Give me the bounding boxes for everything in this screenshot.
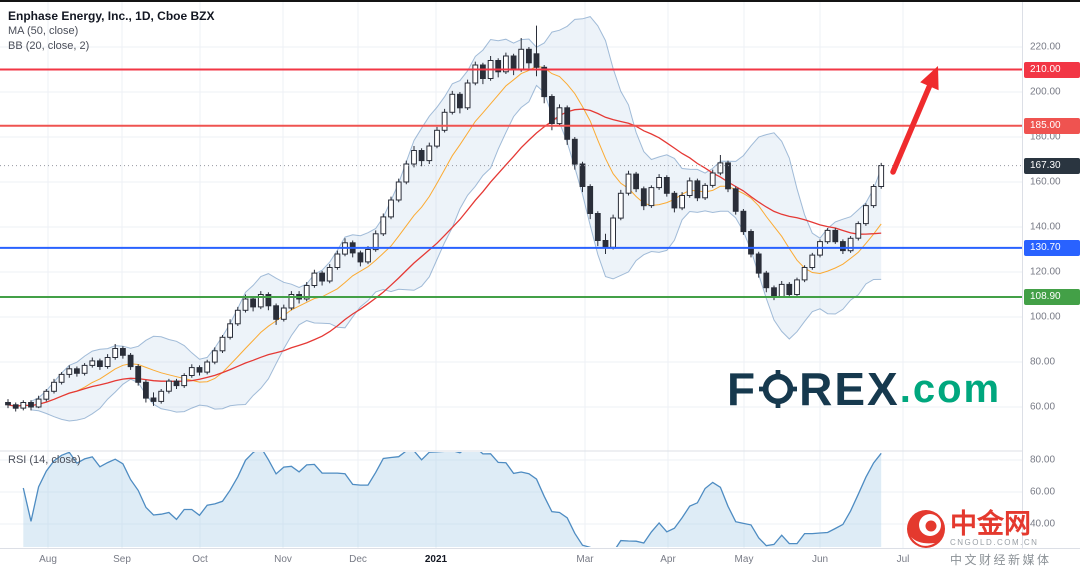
time-axis[interactable]: Aug Sep Oct Nov Dec 2021 Mar Apr May Jun Jul (0, 548, 1080, 573)
cngold-watermark: 中金网 CNGOLD.COM.CN 中文财经新媒体 (906, 509, 1074, 571)
rsi-tick-label: 40.00 (1030, 518, 1056, 530)
time-label: May (734, 554, 754, 565)
price-tick-label: 80.00 (1030, 356, 1056, 368)
time-label: Dec (349, 554, 367, 565)
price-tick-label: 140.00 (1030, 221, 1061, 233)
level-lines (0, 68, 1022, 298)
price-axis[interactable]: 220.00 200.00 180.00 160.00 140.00 120.00 100.… (1022, 2, 1080, 548)
price-tick-label: 100.00 (1030, 311, 1061, 323)
price-tick-label: 200.00 (1030, 86, 1061, 98)
time-label: 2021 (424, 554, 448, 565)
forex-watermark: F REX .com (727, 362, 1001, 416)
time-label: Sep (113, 554, 131, 565)
trend-arrow[interactable] (890, 66, 939, 175)
price-tick-label: 120.00 (1030, 266, 1061, 278)
rsi-tick-label: 80.00 (1030, 454, 1056, 466)
time-label: Jun (811, 554, 829, 565)
grid-lines (0, 2, 1022, 548)
ma-legend[interactable]: MA (50, close) (8, 25, 79, 37)
rsi-tick-label: 60.00 (1030, 486, 1056, 498)
time-label: Mar (576, 554, 594, 565)
forex-o-icon (759, 370, 798, 408)
time-label: Nov (274, 554, 292, 565)
price-level-badge: 185.00 (1024, 117, 1080, 134)
cngold-name: 中金网 (950, 509, 1031, 539)
bollinger-band (30, 16, 882, 422)
rsi-legend[interactable]: RSI (14, close) (8, 454, 81, 466)
time-label: Jul (896, 554, 910, 565)
symbol-legend[interactable]: Enphase Energy, Inc., 1D, Cboe BZX (8, 9, 215, 23)
time-label: Oct (192, 554, 208, 565)
cngold-logo-icon (907, 510, 945, 548)
price-tick-label: 160.00 (1030, 176, 1061, 188)
rsi-plot (22, 452, 882, 547)
cngold-tagline: 中文财经新媒体 (950, 553, 1052, 567)
price-level-badge: 210.00 (1024, 61, 1080, 78)
forex-text-f: F (727, 363, 758, 415)
chart-legend: Enphase Energy, Inc., 1D, Cboe BZX MA (5… (8, 8, 215, 54)
time-label: Aug (39, 554, 57, 565)
price-tick-label: 180.00 (1030, 131, 1061, 143)
price-level-badge: 108.90 (1024, 288, 1080, 305)
forex-text-rex: REX (799, 363, 900, 415)
forex-text-com: .com (899, 366, 1002, 411)
cngold-domain: CNGOLD.COM.CN (950, 538, 1039, 547)
price-level-badge: 130.70 (1024, 239, 1080, 256)
time-label: Apr (660, 554, 676, 565)
bb-legend[interactable]: BB (20, close, 2) (8, 40, 90, 52)
price-tick-label: 60.00 (1030, 401, 1056, 413)
price-tick-label: 220.00 (1030, 41, 1061, 53)
last-price-badge: 167.30 (1024, 157, 1080, 174)
